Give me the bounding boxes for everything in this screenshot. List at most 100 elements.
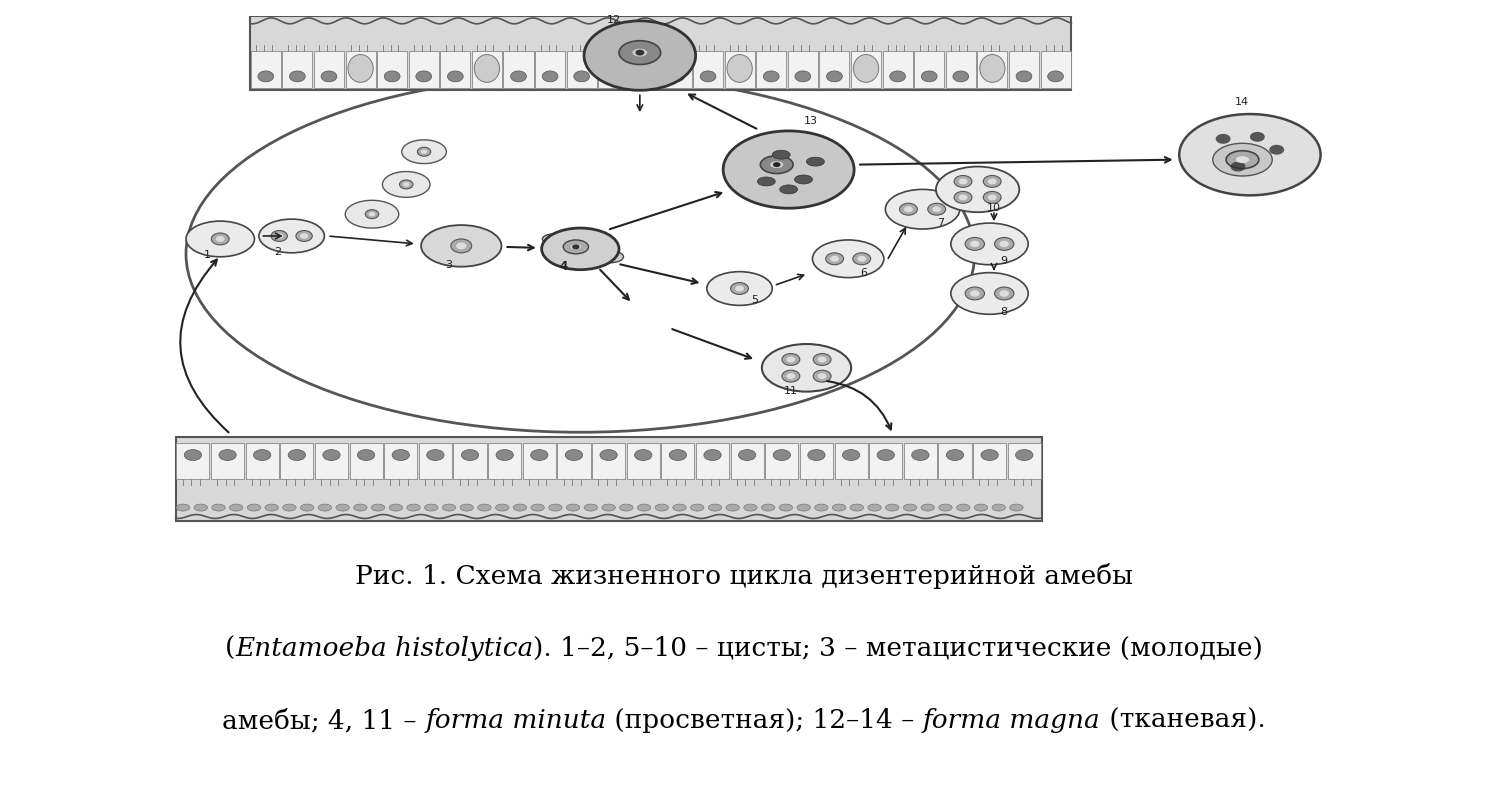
Text: 8: 8 bbox=[1000, 307, 1007, 318]
Ellipse shape bbox=[478, 504, 491, 511]
Ellipse shape bbox=[451, 239, 472, 253]
Ellipse shape bbox=[562, 240, 589, 254]
Ellipse shape bbox=[354, 504, 368, 511]
Bar bbox=[914, 51, 945, 88]
Ellipse shape bbox=[668, 71, 684, 82]
Circle shape bbox=[1231, 162, 1245, 172]
Ellipse shape bbox=[921, 71, 937, 82]
Bar bbox=[693, 51, 723, 88]
Ellipse shape bbox=[455, 243, 467, 249]
Bar bbox=[409, 51, 439, 88]
Bar bbox=[246, 443, 278, 479]
Ellipse shape bbox=[885, 189, 960, 229]
Bar bbox=[211, 443, 244, 479]
Ellipse shape bbox=[571, 244, 580, 249]
Ellipse shape bbox=[565, 450, 583, 461]
Bar bbox=[177, 443, 210, 479]
Ellipse shape bbox=[600, 450, 618, 461]
Ellipse shape bbox=[601, 504, 616, 511]
Ellipse shape bbox=[496, 504, 509, 511]
Ellipse shape bbox=[369, 212, 375, 217]
Circle shape bbox=[1250, 132, 1265, 142]
Ellipse shape bbox=[673, 504, 686, 511]
Ellipse shape bbox=[289, 450, 305, 461]
Ellipse shape bbox=[744, 504, 757, 511]
Text: 5: 5 bbox=[751, 295, 759, 306]
Ellipse shape bbox=[632, 49, 647, 57]
Ellipse shape bbox=[219, 450, 237, 461]
Ellipse shape bbox=[323, 450, 341, 461]
Ellipse shape bbox=[936, 166, 1019, 213]
Ellipse shape bbox=[795, 175, 812, 184]
Ellipse shape bbox=[265, 504, 278, 511]
Bar bbox=[176, 437, 1042, 521]
Ellipse shape bbox=[780, 504, 793, 511]
Ellipse shape bbox=[597, 251, 623, 263]
Ellipse shape bbox=[473, 247, 494, 257]
Bar bbox=[598, 51, 628, 88]
Ellipse shape bbox=[885, 504, 899, 511]
Bar bbox=[384, 443, 417, 479]
Ellipse shape bbox=[723, 131, 854, 209]
Ellipse shape bbox=[193, 504, 207, 511]
Ellipse shape bbox=[1237, 156, 1250, 163]
Text: 10: 10 bbox=[987, 203, 1000, 213]
Ellipse shape bbox=[542, 234, 564, 244]
Bar bbox=[345, 51, 375, 88]
Ellipse shape bbox=[857, 256, 866, 262]
Ellipse shape bbox=[868, 504, 881, 511]
Ellipse shape bbox=[994, 237, 1013, 251]
Ellipse shape bbox=[786, 373, 796, 379]
Bar bbox=[280, 443, 314, 479]
Ellipse shape bbox=[812, 240, 884, 278]
Ellipse shape bbox=[301, 504, 314, 511]
Bar bbox=[1009, 51, 1039, 88]
Ellipse shape bbox=[780, 185, 798, 194]
Ellipse shape bbox=[981, 450, 998, 461]
Ellipse shape bbox=[1213, 143, 1272, 176]
Ellipse shape bbox=[318, 504, 332, 511]
Ellipse shape bbox=[427, 450, 443, 461]
Bar bbox=[376, 51, 408, 88]
Bar bbox=[592, 443, 625, 479]
Ellipse shape bbox=[415, 71, 432, 82]
Ellipse shape bbox=[958, 194, 967, 201]
Ellipse shape bbox=[984, 175, 1001, 187]
Ellipse shape bbox=[549, 504, 562, 511]
Bar bbox=[801, 443, 833, 479]
Ellipse shape bbox=[992, 504, 1006, 511]
Bar bbox=[765, 443, 799, 479]
Ellipse shape bbox=[890, 71, 906, 82]
Ellipse shape bbox=[762, 504, 775, 511]
Ellipse shape bbox=[899, 203, 917, 215]
Ellipse shape bbox=[905, 206, 914, 213]
Bar bbox=[1007, 443, 1042, 479]
Ellipse shape bbox=[259, 219, 324, 253]
Ellipse shape bbox=[979, 55, 1004, 82]
Ellipse shape bbox=[763, 71, 780, 82]
Ellipse shape bbox=[832, 504, 845, 511]
Ellipse shape bbox=[574, 71, 589, 82]
Ellipse shape bbox=[830, 256, 839, 262]
Ellipse shape bbox=[690, 504, 704, 511]
Ellipse shape bbox=[637, 504, 650, 511]
Ellipse shape bbox=[216, 236, 225, 242]
Ellipse shape bbox=[970, 240, 979, 247]
Ellipse shape bbox=[1048, 71, 1064, 82]
Ellipse shape bbox=[762, 344, 851, 392]
Ellipse shape bbox=[842, 450, 860, 461]
Ellipse shape bbox=[1010, 504, 1024, 511]
Ellipse shape bbox=[585, 504, 598, 511]
Ellipse shape bbox=[850, 504, 863, 511]
Bar bbox=[558, 443, 591, 479]
Ellipse shape bbox=[931, 206, 942, 213]
Ellipse shape bbox=[929, 203, 946, 215]
Ellipse shape bbox=[731, 283, 748, 295]
Bar bbox=[283, 51, 312, 88]
Bar bbox=[250, 51, 281, 88]
Ellipse shape bbox=[402, 140, 446, 164]
Bar bbox=[661, 443, 695, 479]
Ellipse shape bbox=[366, 209, 379, 219]
Text: forma minuta: forma minuta bbox=[426, 708, 607, 733]
Ellipse shape bbox=[301, 233, 308, 239]
